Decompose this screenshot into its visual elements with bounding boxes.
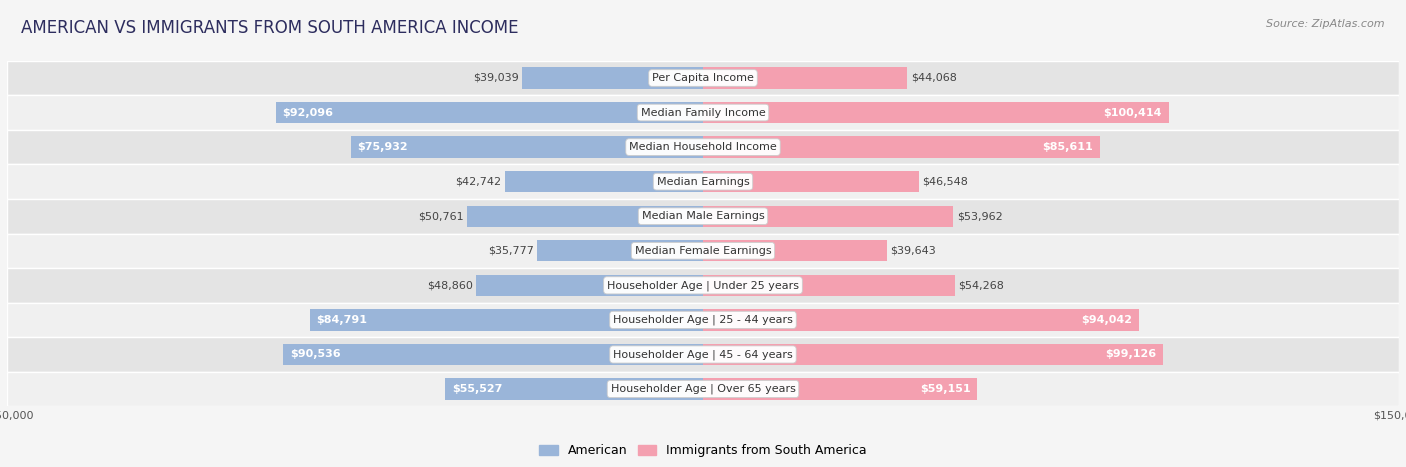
Text: Householder Age | Under 25 years: Householder Age | Under 25 years [607,280,799,290]
Text: Householder Age | 25 - 44 years: Householder Age | 25 - 44 years [613,315,793,325]
Text: $75,932: $75,932 [357,142,408,152]
Text: Householder Age | 45 - 64 years: Householder Age | 45 - 64 years [613,349,793,360]
Text: $94,042: $94,042 [1081,315,1132,325]
Bar [7,268,1399,303]
Bar [7,337,1399,372]
Bar [703,240,887,262]
Text: $35,777: $35,777 [488,246,533,256]
Bar [309,309,703,331]
Text: Per Capita Income: Per Capita Income [652,73,754,83]
Bar [7,372,1399,406]
Bar [703,275,955,296]
Bar [505,171,703,192]
Bar [703,67,907,89]
Bar [7,95,1399,130]
Bar [467,205,703,227]
Text: $42,742: $42,742 [456,177,501,187]
Text: $99,126: $99,126 [1105,349,1156,360]
Text: $39,039: $39,039 [472,73,519,83]
Bar [7,61,1399,95]
Text: $55,527: $55,527 [453,384,503,394]
Text: $44,068: $44,068 [911,73,957,83]
Text: Median Female Earnings: Median Female Earnings [634,246,772,256]
Text: $50,761: $50,761 [419,211,464,221]
Text: Median Family Income: Median Family Income [641,107,765,118]
Text: Median Earnings: Median Earnings [657,177,749,187]
Text: $90,536: $90,536 [290,349,340,360]
Bar [283,344,703,365]
Bar [350,136,703,158]
Text: $46,548: $46,548 [922,177,969,187]
Text: Median Male Earnings: Median Male Earnings [641,211,765,221]
Text: $54,268: $54,268 [959,280,1004,290]
Text: Median Household Income: Median Household Income [628,142,778,152]
Bar [276,102,703,123]
Text: $84,791: $84,791 [316,315,367,325]
Text: $48,860: $48,860 [427,280,472,290]
Bar [7,164,1399,199]
Bar [703,309,1139,331]
Bar [7,130,1399,164]
Bar [7,303,1399,337]
Text: $92,096: $92,096 [283,107,333,118]
Bar [703,102,1168,123]
Text: $85,611: $85,611 [1042,142,1094,152]
Bar [446,378,703,400]
Bar [522,67,703,89]
Bar [7,234,1399,268]
Bar [703,378,977,400]
Bar [477,275,703,296]
Text: Source: ZipAtlas.com: Source: ZipAtlas.com [1267,19,1385,28]
Bar [703,136,1101,158]
Text: $59,151: $59,151 [920,384,970,394]
Text: AMERICAN VS IMMIGRANTS FROM SOUTH AMERICA INCOME: AMERICAN VS IMMIGRANTS FROM SOUTH AMERIC… [21,19,519,37]
Text: Householder Age | Over 65 years: Householder Age | Over 65 years [610,384,796,394]
Bar [703,344,1163,365]
Bar [703,171,920,192]
Text: $100,414: $100,414 [1104,107,1161,118]
Bar [537,240,703,262]
Text: $53,962: $53,962 [957,211,1002,221]
Bar [7,199,1399,234]
Legend: American, Immigrants from South America: American, Immigrants from South America [534,439,872,462]
Bar [703,205,953,227]
Text: $39,643: $39,643 [890,246,936,256]
